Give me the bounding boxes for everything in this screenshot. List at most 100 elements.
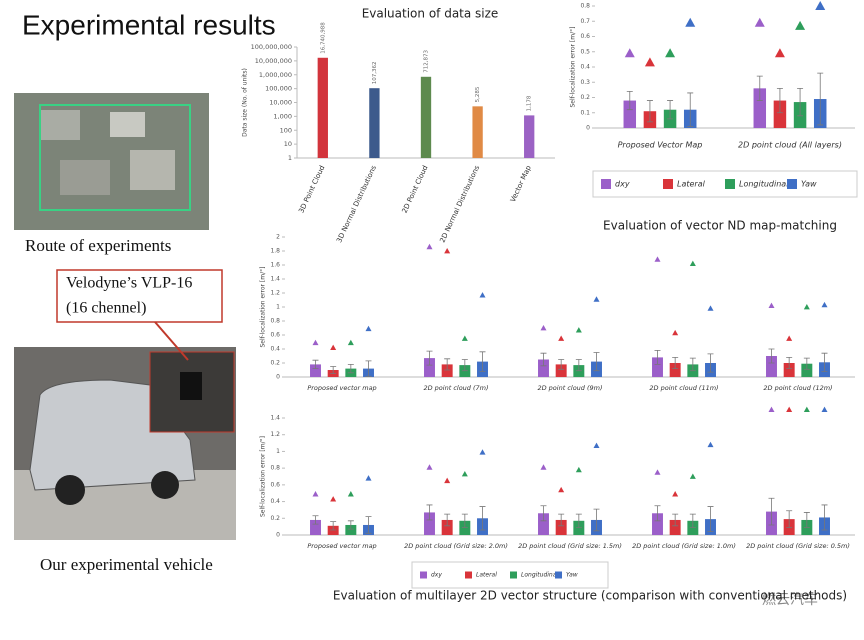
max-marker <box>672 329 679 336</box>
max-marker <box>479 449 486 455</box>
max-marker <box>795 20 806 30</box>
max-marker <box>479 292 486 298</box>
x-tick-label: 2D point cloud (Grid size: 0.5m) <box>746 542 850 550</box>
max-marker <box>768 406 775 413</box>
x-tick-label: 2D point cloud (Grid size: 1.0m) <box>632 542 736 550</box>
legend-label: Yaw <box>801 180 817 189</box>
bar <box>524 115 535 158</box>
legend-swatch <box>510 571 517 579</box>
error-bar <box>426 350 433 366</box>
error-bar <box>654 505 661 522</box>
error-bar <box>768 497 775 526</box>
max-marker <box>365 475 372 481</box>
y-tick-label: 0.8 <box>270 465 280 472</box>
y-axis-label: Self-localization error [m/°] <box>260 267 267 348</box>
max-marker <box>426 464 433 470</box>
bar <box>652 513 663 535</box>
value-label: 107,362 <box>372 61 378 84</box>
y-tick-label: 0.3 <box>580 79 590 86</box>
legend-swatch <box>663 179 673 189</box>
error-bar <box>768 348 775 364</box>
error-bar <box>689 357 696 372</box>
vehicle-photo <box>14 347 236 540</box>
x-tick-label: Proposed Vector Map <box>618 141 703 150</box>
max-marker <box>672 491 679 497</box>
max-marker <box>803 304 810 310</box>
max-marker <box>461 470 468 477</box>
y-tick-label: 0 <box>276 532 280 539</box>
error-bar <box>461 513 468 528</box>
callout-line: (16 chennel) <box>66 300 146 317</box>
y-tick-label: 0.4 <box>580 64 590 71</box>
error-bar <box>365 360 372 377</box>
error-bar <box>347 364 354 374</box>
error-bar <box>672 513 679 527</box>
bar <box>441 519 453 535</box>
max-marker <box>575 327 582 333</box>
callout-line: Velodyne’s VLP-16 <box>66 275 192 292</box>
x-tick-label: 2D point cloud (All layers) <box>738 141 842 150</box>
legend-label: Longitudinal <box>739 180 789 189</box>
x-tick-label: Proposed vector map <box>307 542 376 550</box>
error-bar <box>803 357 810 370</box>
value-label: 5,285 <box>475 86 481 102</box>
error-bar <box>479 506 486 531</box>
y-tick-label: 1.4 <box>270 415 280 422</box>
max-marker <box>754 17 765 27</box>
max-marker <box>444 477 451 484</box>
error-bar <box>756 75 763 101</box>
bar <box>801 363 813 377</box>
legend-label: Lateral <box>677 180 706 189</box>
error-bar <box>803 512 810 528</box>
error-bar <box>593 508 600 532</box>
max-marker <box>665 48 676 58</box>
error-bar <box>821 504 828 531</box>
bar <box>441 364 453 377</box>
chart-title: Evaluation of vector ND map-matching <box>603 219 837 233</box>
bar <box>687 520 699 535</box>
max-marker <box>786 406 793 413</box>
error-bar <box>347 520 354 530</box>
callout-arrow <box>154 321 189 361</box>
y-tick-label: 0.8 <box>580 3 590 10</box>
max-marker <box>593 442 600 448</box>
bar <box>783 363 795 377</box>
error-bar <box>461 359 468 372</box>
y-tick-label: 1,000 <box>273 112 292 120</box>
error-bar <box>330 521 337 531</box>
y-tick-label: 10 <box>284 140 292 148</box>
error-bar <box>797 87 804 117</box>
error-bar <box>593 352 600 372</box>
error-bar <box>776 87 783 114</box>
y-tick-label: 10,000 <box>269 99 292 107</box>
bar <box>652 357 663 377</box>
max-marker <box>707 305 714 311</box>
bar <box>317 57 328 159</box>
route-caption: Route of experiments <box>25 236 171 255</box>
chart-title: Evaluation of multilayer 2D vector struc… <box>333 589 847 603</box>
error-bar <box>479 351 486 372</box>
legend-swatch <box>465 571 472 579</box>
max-marker <box>786 335 793 341</box>
error-bar <box>575 513 582 528</box>
max-marker <box>312 491 319 497</box>
max-marker <box>347 491 354 497</box>
y-axis-label: Self-localization error [m/°] <box>570 27 577 108</box>
value-label: 1,178 <box>527 95 533 111</box>
error-bar <box>689 513 696 528</box>
y-tick-label: 0.2 <box>270 515 280 522</box>
y-tick-label: 10,000,000 <box>255 57 292 65</box>
y-tick-label: 1.2 <box>270 290 280 297</box>
legend-swatch <box>725 179 735 189</box>
x-tick-label: 2D point cloud (Grid size: 1.5m) <box>518 542 622 550</box>
bar <box>472 106 483 158</box>
legend-label: Longitudinal <box>521 572 558 579</box>
y-tick-label: 0 <box>276 374 280 381</box>
bar <box>573 520 585 535</box>
bar <box>669 363 681 377</box>
max-marker <box>768 302 775 308</box>
value-label: 16,740,988 <box>320 22 326 54</box>
max-marker <box>540 325 547 331</box>
y-tick-label: 100,000,000 <box>251 43 292 51</box>
